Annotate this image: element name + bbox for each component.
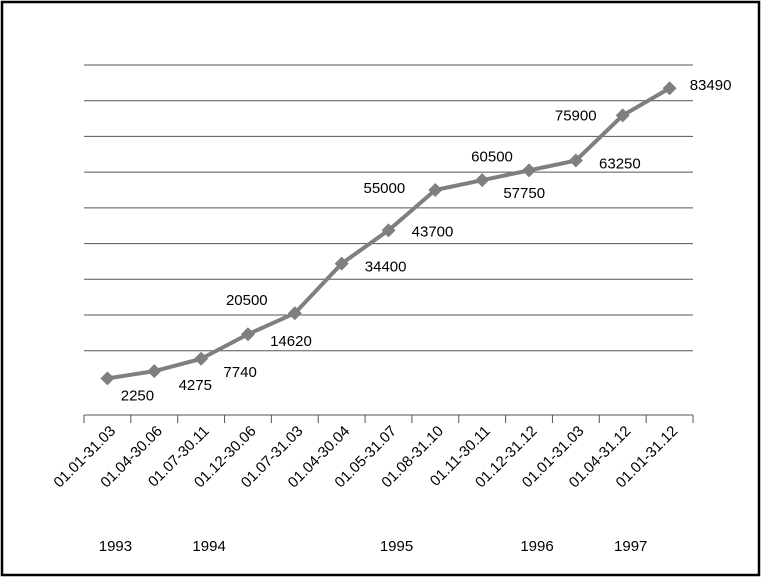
year-label: 1997 (614, 538, 647, 555)
marker (100, 371, 115, 386)
data-label: 57750 (503, 185, 545, 202)
data-label: 7740 (223, 364, 256, 381)
marker (287, 306, 302, 321)
marker (381, 223, 396, 238)
data-label: 20500 (226, 292, 268, 309)
marker (240, 327, 255, 342)
year-label: 1993 (99, 538, 132, 555)
marker (428, 183, 443, 197)
data-label: 34400 (365, 259, 407, 276)
data-label: 83490 (690, 77, 732, 94)
data-label: 43700 (412, 223, 454, 240)
data-label: 75900 (555, 107, 597, 124)
marker (194, 351, 209, 366)
data-label: 2250 (121, 387, 154, 404)
marker (522, 163, 537, 178)
data-label: 60500 (471, 148, 513, 165)
marker (334, 256, 349, 271)
data-label: 55000 (363, 180, 405, 197)
marker (568, 153, 583, 168)
marker (147, 364, 162, 379)
year-label: 1995 (380, 538, 413, 555)
marker (615, 108, 630, 123)
year-label: 1994 (192, 538, 225, 555)
data-label: 4275 (179, 377, 212, 394)
marker (475, 173, 490, 188)
marker (662, 81, 677, 96)
data-label: 63250 (599, 156, 641, 173)
data-label: 14620 (270, 333, 312, 350)
year-label: 1996 (520, 538, 553, 555)
